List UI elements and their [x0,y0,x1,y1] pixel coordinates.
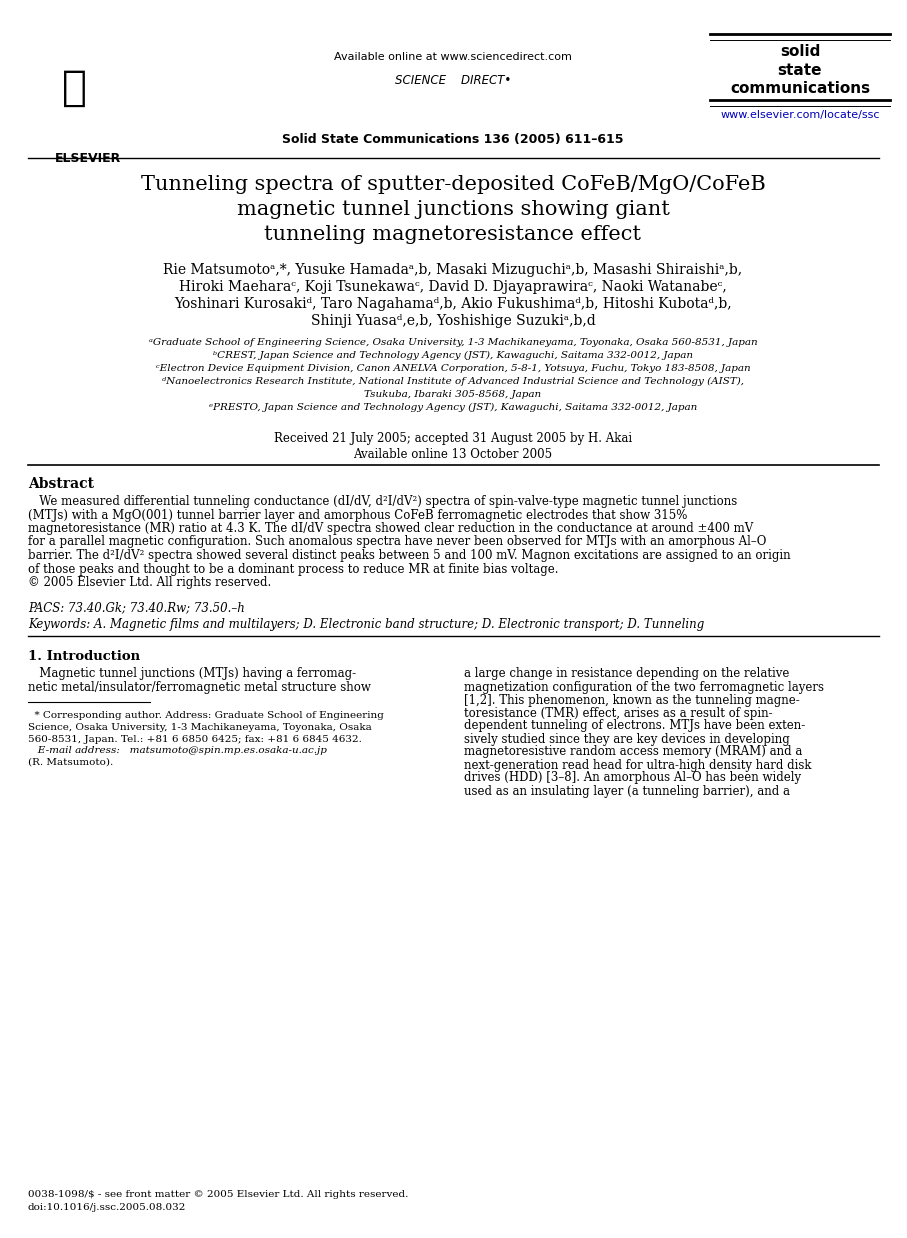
Text: drives (HDD) [3–8]. An amorphous Al–O has been widely: drives (HDD) [3–8]. An amorphous Al–O ha… [464,771,801,785]
Text: for a parallel magnetic configuration. Such anomalous spectra have never been ob: for a parallel magnetic configuration. S… [28,536,766,548]
Text: Shinji Yuasaᵈ,e,b, Yoshishige Suzukiᵃ,b,d: Shinji Yuasaᵈ,e,b, Yoshishige Suzukiᵃ,b,… [310,314,595,328]
Text: ELSEVIER: ELSEVIER [55,152,122,165]
Text: 1. Introduction: 1. Introduction [28,650,140,662]
Text: Rie Matsumotoᵃ,*, Yusuke Hamadaᵃ,b, Masaki Mizuguchiᵃ,b, Masashi Shiraishiᵃ,b,: Rie Matsumotoᵃ,*, Yusuke Hamadaᵃ,b, Masa… [163,262,743,277]
Text: ᵈNanoelectronics Research Institute, National Institute of Advanced Industrial S: ᵈNanoelectronics Research Institute, Nat… [162,378,744,386]
Text: Tunneling spectra of sputter-deposited CoFeB/MgO/CoFeB: Tunneling spectra of sputter-deposited C… [141,175,766,194]
Text: next-generation read head for ultra-high density hard disk: next-generation read head for ultra-high… [464,759,812,771]
Text: Yoshinari Kurosakiᵈ, Taro Nagahamaᵈ,b, Akio Fukushimaᵈ,b, Hitoshi Kubotaᵈ,b,: Yoshinari Kurosakiᵈ, Taro Nagahamaᵈ,b, A… [174,297,732,311]
Text: of those peaks and thought to be a dominant process to reduce MR at finite bias : of those peaks and thought to be a domin… [28,562,559,576]
Text: netic metal/insulator/ferromagnetic metal structure show: netic metal/insulator/ferromagnetic meta… [28,681,371,693]
Text: magnetization configuration of the two ferromagnetic layers: magnetization configuration of the two f… [464,681,824,693]
Text: 0038-1098/$ - see front matter © 2005 Elsevier Ltd. All rights reserved.: 0038-1098/$ - see front matter © 2005 El… [28,1190,408,1198]
Text: Abstract: Abstract [28,477,94,491]
Text: SCIENCE    DIRECT•: SCIENCE DIRECT• [395,74,512,87]
Text: solid
state
communications: solid state communications [730,45,870,97]
Text: ᵇCREST, Japan Science and Technology Agency (JST), Kawaguchi, Saitama 332-0012, : ᵇCREST, Japan Science and Technology Age… [213,352,693,360]
Text: Hiroki Maeharaᶜ, Koji Tsunekawaᶜ, David D. Djayaprawiraᶜ, Naoki Watanabeᶜ,: Hiroki Maeharaᶜ, Koji Tsunekawaᶜ, David … [179,280,727,293]
Text: Received 21 July 2005; accepted 31 August 2005 by H. Akai: Received 21 July 2005; accepted 31 Augus… [274,432,632,444]
Text: sively studied since they are key devices in developing: sively studied since they are key device… [464,733,790,745]
Text: Science, Osaka University, 1-3 Machikaneyama, Toyonaka, Osaka: Science, Osaka University, 1-3 Machikane… [28,723,372,732]
Text: barrier. The d²I/dV² spectra showed several distinct peaks between 5 and 100 mV.: barrier. The d²I/dV² spectra showed seve… [28,548,791,562]
Text: Magnetic tunnel junctions (MTJs) having a ferromag-: Magnetic tunnel junctions (MTJs) having … [28,667,356,681]
Text: (MTJs) with a MgO(001) tunnel barrier layer and amorphous CoFeB ferromagnetic el: (MTJs) with a MgO(001) tunnel barrier la… [28,509,688,521]
Text: 560-8531, Japan. Tel.: +81 6 6850 6425; fax: +81 6 6845 4632.: 560-8531, Japan. Tel.: +81 6 6850 6425; … [28,734,362,744]
Text: Keywords: A. Magnetic films and multilayers; D. Electronic band structure; D. El: Keywords: A. Magnetic films and multilay… [28,618,704,630]
Text: Available online 13 October 2005: Available online 13 October 2005 [354,448,552,461]
Text: (R. Matsumoto).: (R. Matsumoto). [28,758,113,766]
Text: [1,2]. This phenomenon, known as the tunneling magne-: [1,2]. This phenomenon, known as the tun… [464,693,800,707]
Text: Solid State Communications 136 (2005) 611–615: Solid State Communications 136 (2005) 61… [282,132,624,146]
Text: magnetoresistive random access memory (MRAM) and a: magnetoresistive random access memory (M… [464,745,803,759]
Text: ᶜElectron Device Equipment Division, Canon ANELVA Corporation, 5-8-1, Yotsuya, F: ᶜElectron Device Equipment Division, Can… [156,364,750,373]
Text: doi:10.1016/j.ssc.2005.08.032: doi:10.1016/j.ssc.2005.08.032 [28,1203,186,1212]
Text: magnetoresistance (MR) ratio at 4.3 K. The dI/dV spectra showed clear reduction : magnetoresistance (MR) ratio at 4.3 K. T… [28,522,753,535]
Text: ᵉPRESTO, Japan Science and Technology Agency (JST), Kawaguchi, Saitama 332-0012,: ᵉPRESTO, Japan Science and Technology Ag… [209,404,697,412]
Text: PACS: 73.40.Gk; 73.40.Rw; 73.50.–h: PACS: 73.40.Gk; 73.40.Rw; 73.50.–h [28,602,245,614]
Text: E-mail address:   matsumoto@spin.mp.es.osaka-u.ac.jp: E-mail address: matsumoto@spin.mp.es.osa… [28,747,327,755]
Text: Available online at www.sciencedirect.com: Available online at www.sciencedirect.co… [334,52,572,62]
Text: www.elsevier.com/locate/ssc: www.elsevier.com/locate/ssc [720,110,880,120]
Text: dependent tunneling of electrons. MTJs have been exten-: dependent tunneling of electrons. MTJs h… [464,719,805,733]
Text: * Corresponding author. Address: Graduate School of Engineering: * Corresponding author. Address: Graduat… [28,712,384,721]
Text: magnetic tunnel junctions showing giant: magnetic tunnel junctions showing giant [237,201,669,219]
Text: a large change in resistance depending on the relative: a large change in resistance depending o… [464,667,789,681]
Text: © 2005 Elsevier Ltd. All rights reserved.: © 2005 Elsevier Ltd. All rights reserved… [28,576,271,589]
Text: ᵃGraduate School of Engineering Science, Osaka University, 1-3 Machikaneyama, To: ᵃGraduate School of Engineering Science,… [149,338,757,347]
Text: used as an insulating layer (a tunneling barrier), and a: used as an insulating layer (a tunneling… [464,785,790,797]
Text: tunneling magnetoresistance effect: tunneling magnetoresistance effect [265,225,641,244]
Text: toresistance (TMR) effect, arises as a result of spin-: toresistance (TMR) effect, arises as a r… [464,707,773,719]
Text: Tsukuba, Ibaraki 305-8568, Japan: Tsukuba, Ibaraki 305-8568, Japan [365,390,541,399]
Text: We measured differential tunneling conductance (dI/dV, d²I/dV²) spectra of spin-: We measured differential tunneling condu… [28,495,737,508]
Text: 🌳: 🌳 [62,67,86,109]
